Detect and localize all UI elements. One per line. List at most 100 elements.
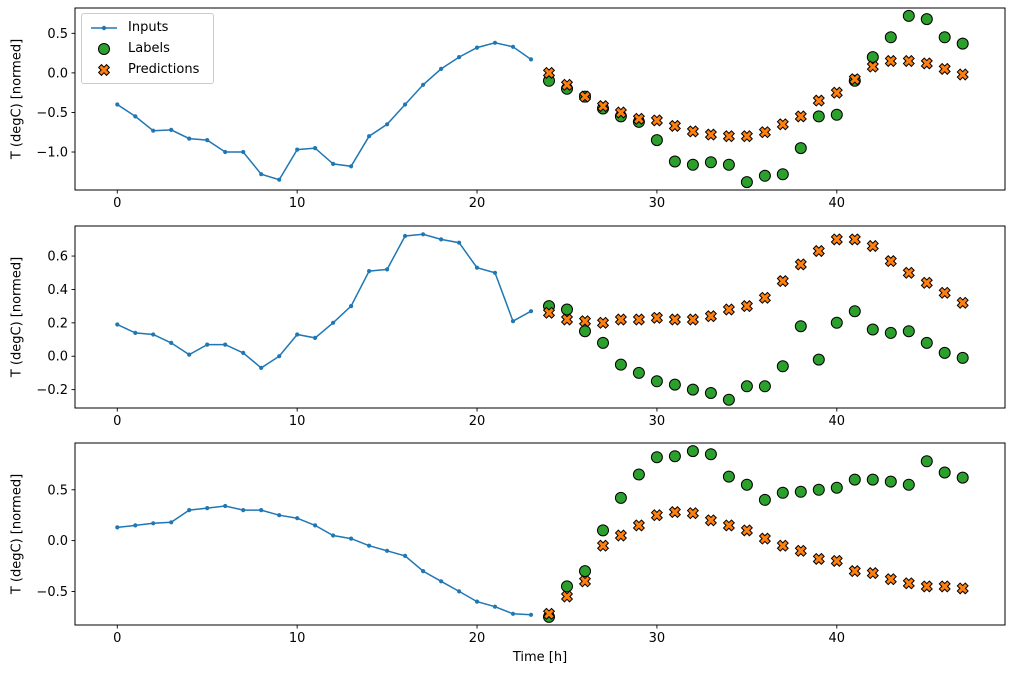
labels-point xyxy=(579,325,591,338)
labels-point xyxy=(956,351,969,364)
x-tick-label: 30 xyxy=(649,196,666,211)
labels-point xyxy=(740,478,753,491)
labels-point xyxy=(650,451,663,464)
labels-point xyxy=(866,323,879,336)
predictions-point xyxy=(956,68,969,81)
labels-point xyxy=(704,156,717,169)
labels-point xyxy=(794,320,807,333)
inputs-point xyxy=(421,232,426,237)
labels-point xyxy=(614,358,627,371)
predictions-point xyxy=(920,57,933,70)
labels-point xyxy=(866,51,879,64)
labels-point xyxy=(632,468,645,481)
predictions-point xyxy=(848,73,861,86)
inputs-point xyxy=(277,177,282,182)
labels-point xyxy=(579,565,591,578)
labels-point xyxy=(758,380,771,393)
inputs-point xyxy=(295,516,300,521)
inputs-point xyxy=(331,533,336,538)
predictions-point xyxy=(722,303,735,316)
inputs-line xyxy=(117,505,532,616)
labels-point xyxy=(668,378,681,391)
inputs-line xyxy=(116,42,532,181)
inputs-point xyxy=(205,138,210,143)
predictions-point xyxy=(578,90,592,103)
labels-point xyxy=(902,9,915,22)
predictions-point xyxy=(902,54,915,68)
x-tick-label: 30 xyxy=(649,414,666,429)
predictions-point xyxy=(650,114,663,127)
predictions-point xyxy=(848,233,861,246)
predictions-point xyxy=(956,296,969,309)
predictions-point xyxy=(740,524,753,537)
y-tick-label: −0.5 xyxy=(36,106,68,121)
inputs-point xyxy=(349,164,354,169)
inputs-point xyxy=(421,569,426,574)
x-tick-label: 30 xyxy=(649,631,666,646)
labels-point xyxy=(632,366,645,379)
inputs-line-icon xyxy=(91,25,117,30)
inputs-point xyxy=(367,134,372,139)
predictions-point xyxy=(758,291,771,304)
labels-point xyxy=(668,155,681,168)
predictions-point xyxy=(902,266,915,279)
labels-point xyxy=(668,450,681,463)
legend-label-predictions: Predictions xyxy=(128,62,200,77)
predictions-point xyxy=(866,567,879,580)
x-axis-label: Time [h] xyxy=(512,650,568,665)
predictions-point xyxy=(938,580,951,593)
labels-point xyxy=(938,466,951,479)
labels-point xyxy=(884,31,897,44)
labels-point xyxy=(561,580,573,593)
labels-point xyxy=(830,481,843,494)
y-tick-label: −0.2 xyxy=(36,383,68,398)
labels-point xyxy=(776,168,789,181)
labels-point xyxy=(614,491,627,504)
labels-point xyxy=(776,486,789,499)
inputs-point xyxy=(457,589,462,594)
y-tick-label: 0.0 xyxy=(47,534,68,549)
subplot-1: 0 10 20 30 40 0.5 0.0 −0.5 −1.0 xyxy=(36,7,1006,211)
inputs-point xyxy=(259,508,264,513)
axes-frame xyxy=(74,225,1006,409)
labels-point xyxy=(597,524,609,537)
inputs-point xyxy=(133,330,138,335)
axes-frame xyxy=(74,442,1006,626)
labels-point xyxy=(740,176,753,189)
inputs-point xyxy=(331,161,336,166)
predictions-point xyxy=(632,313,645,326)
labels-point xyxy=(920,13,933,26)
x-tick-label: 10 xyxy=(289,414,306,429)
predictions-point xyxy=(596,539,610,552)
labels-point xyxy=(848,473,861,486)
predictions-point xyxy=(776,539,789,552)
legend-label-inputs: Inputs xyxy=(128,20,169,35)
inputs-point xyxy=(169,520,174,525)
subplot-3: 0 10 20 30 40 0.5 0.0 −0.5 xyxy=(36,442,1006,646)
y-tick-label: 0.0 xyxy=(47,66,68,81)
predictions-point xyxy=(686,507,699,520)
inputs-point xyxy=(187,136,192,141)
labels-point xyxy=(830,316,843,329)
inputs-point xyxy=(223,503,228,509)
predictions-point xyxy=(560,313,574,326)
inputs-point xyxy=(528,309,534,314)
predictions-point xyxy=(650,509,663,522)
inputs-point xyxy=(349,536,354,541)
predictions-point xyxy=(560,590,574,603)
predictions-point xyxy=(596,100,610,113)
inputs-point xyxy=(241,508,246,513)
x-tick-label: 10 xyxy=(289,196,306,211)
labels-circle-icon xyxy=(98,42,110,55)
labels-point xyxy=(794,142,807,155)
inputs-point xyxy=(313,146,318,151)
labels-point xyxy=(758,493,771,506)
labels-point xyxy=(686,383,699,396)
predictions-point xyxy=(614,313,627,326)
labels-point xyxy=(650,134,663,147)
labels-point xyxy=(776,360,789,373)
inputs-point xyxy=(457,55,462,60)
subplot-2: 0 10 20 30 40 0.6 0.4 0.2 0.0 −0.2 xyxy=(36,225,1006,429)
